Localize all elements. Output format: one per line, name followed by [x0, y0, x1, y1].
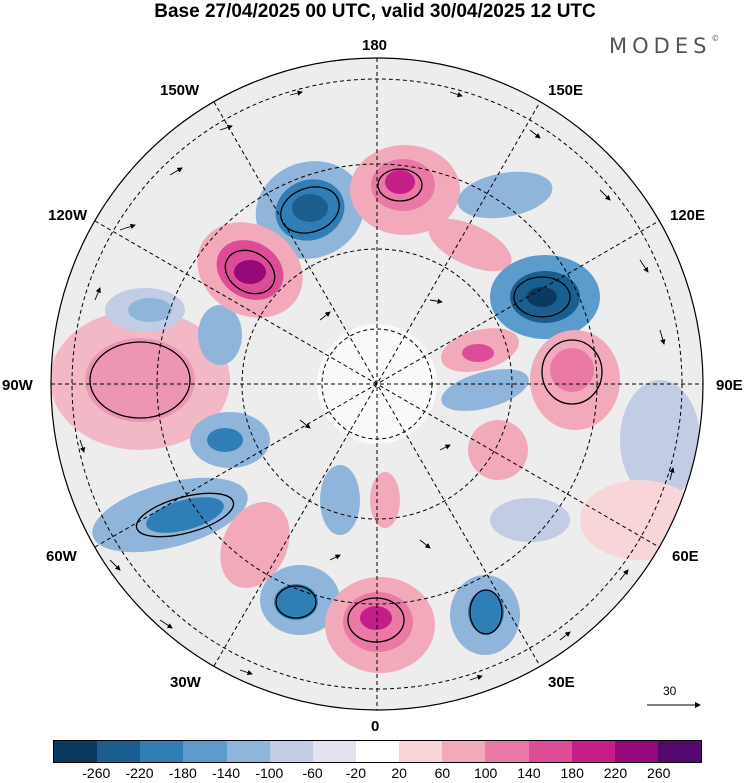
- colorbar-cell: [226, 741, 270, 762]
- colorbar-tick-label: 60: [434, 765, 451, 781]
- colorbar-ticks: -260 -220 -180 -140 -100 -60 -20 20 60 100 140 180 2…: [0, 765, 750, 783]
- colorbar-cell: [355, 741, 400, 762]
- lon-label-60e: 60E: [672, 548, 699, 565]
- lon-label-150e: 150E: [548, 82, 584, 99]
- colorbar-cell: [614, 741, 658, 762]
- colorbar-tick-label: -20: [345, 765, 366, 781]
- lon-label-60w: 60W: [46, 548, 77, 565]
- colorbar-tick-label: -140: [212, 765, 241, 781]
- lon-label-right: 90E: [716, 377, 743, 394]
- lon-label-120w: 120W: [48, 207, 88, 224]
- wind-vectors: [79, 90, 675, 681]
- lon-label-150w: 150W: [160, 82, 200, 99]
- graticule: [51, 58, 703, 710]
- colorbar-cell: [97, 741, 141, 762]
- lon-label-30w: 30W: [170, 674, 201, 691]
- colorbar-tick-label: 20: [391, 765, 407, 781]
- lon-label-bottom: 0: [371, 718, 380, 735]
- colorbar-cell: [269, 741, 313, 762]
- lon-label-30e: 30E: [548, 674, 575, 691]
- colorbar-cell: [140, 741, 184, 762]
- colorbar-cell: [399, 741, 443, 762]
- map-boundary: [50, 57, 704, 711]
- colorbar-tick-label: 100: [473, 765, 498, 781]
- colorbar-cell: [528, 741, 572, 762]
- colorbar: [53, 740, 702, 763]
- reference-vector-value: 30: [663, 684, 677, 698]
- colorbar-cell: [442, 741, 486, 762]
- lon-label-left: 90W: [2, 377, 33, 394]
- lon-label-top: 180: [362, 37, 388, 54]
- colorbar-tick-label: 140: [517, 765, 541, 781]
- colorbar-tick-label: -260: [82, 765, 111, 781]
- map-title: Base 27/04/2025 00 UTC, valid 30/04/2025…: [154, 1, 596, 22]
- colorbar-cell: [485, 741, 529, 762]
- colorbar-tick-label: 180: [560, 765, 584, 781]
- colorbar-cell: [312, 741, 356, 762]
- copyright-mark: ©: [711, 34, 720, 43]
- streamlines: [89, 168, 603, 643]
- colorbar-cell: [54, 741, 98, 762]
- colorbar-cell: [571, 741, 615, 762]
- colorbar-cell: [657, 741, 702, 762]
- colorbar-tick-label: -60: [302, 765, 323, 781]
- colorbar-tick-label: 220: [603, 765, 628, 781]
- polar-map: [50, 57, 704, 711]
- colorbar-tick-label: 260: [647, 765, 671, 781]
- colorbar-tick-label: -180: [168, 765, 197, 781]
- lon-label-120e: 120E: [670, 207, 706, 224]
- colorbar-tick-label: -100: [255, 765, 284, 781]
- colorbar-tick-label: -220: [125, 765, 154, 781]
- colorbar-cell: [183, 741, 227, 762]
- modes-logo: MODES©: [609, 34, 719, 58]
- logo-text: MODES: [609, 34, 712, 58]
